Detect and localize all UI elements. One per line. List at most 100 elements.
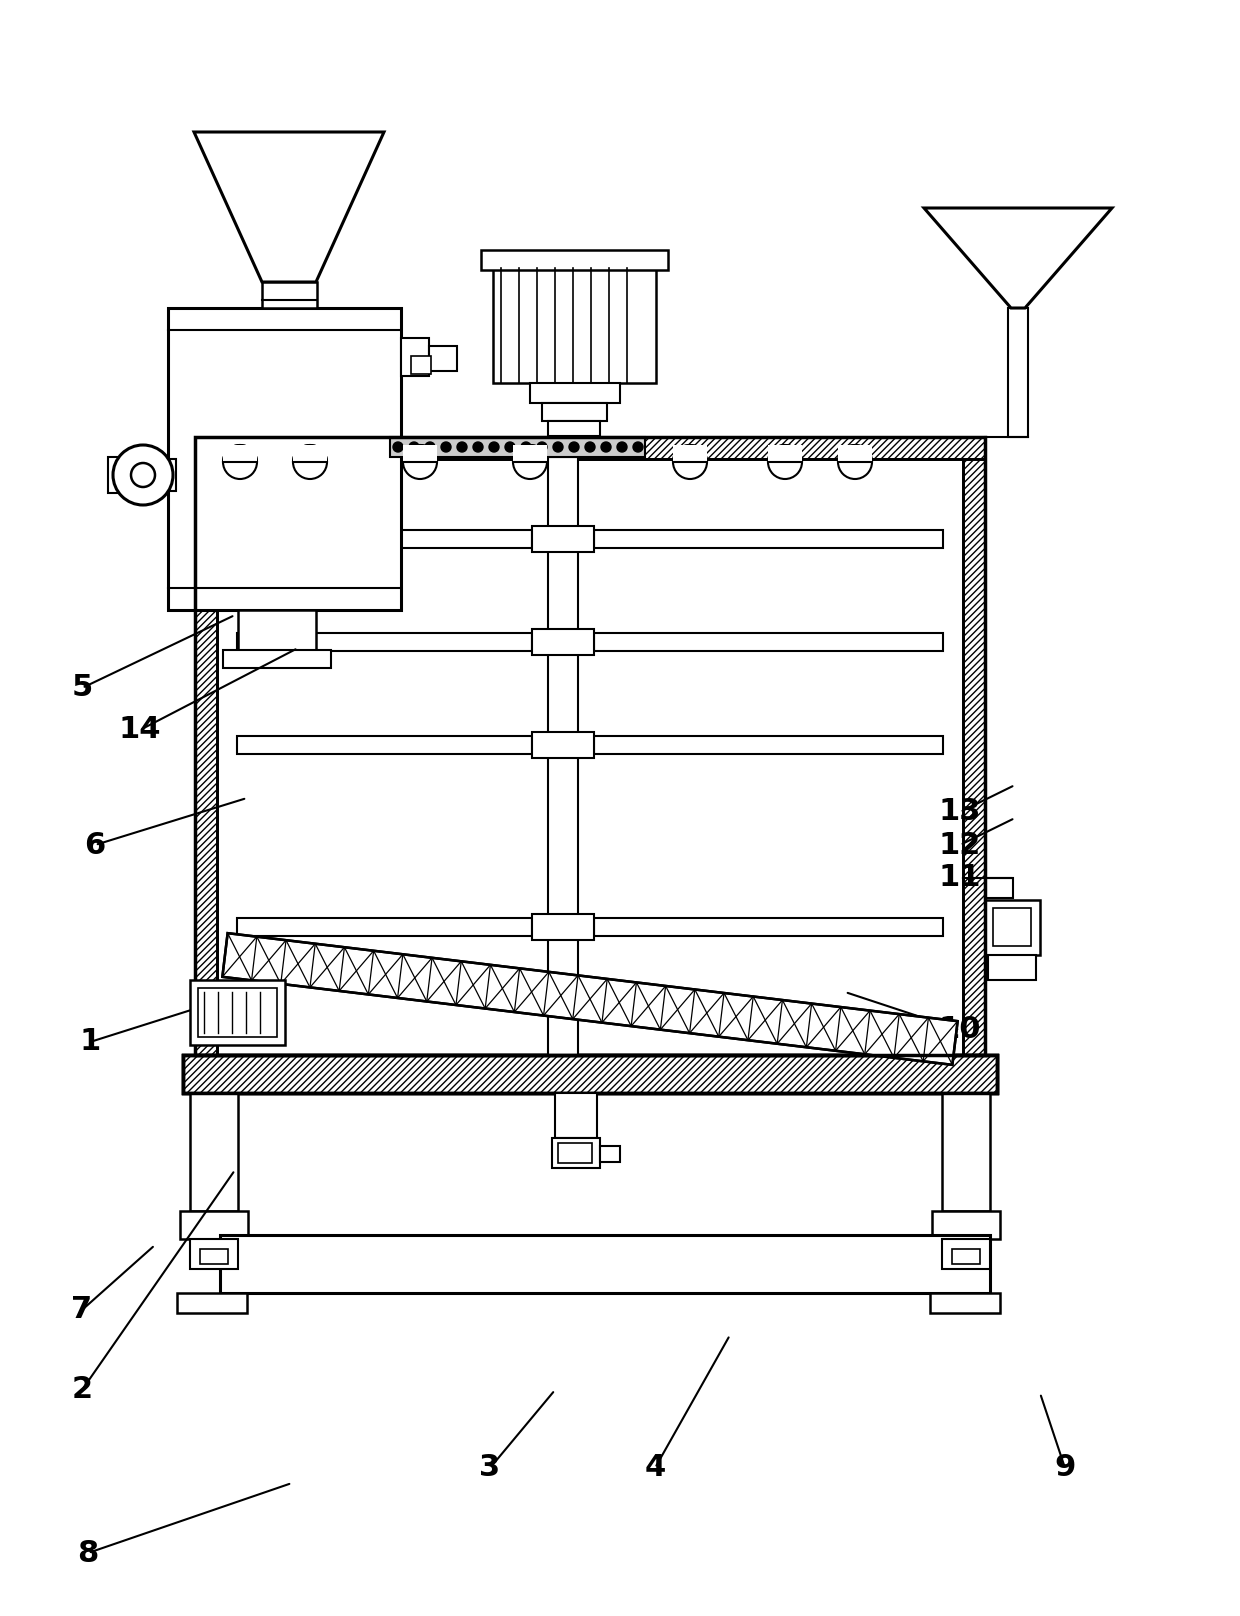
Circle shape [458, 443, 467, 452]
Bar [963, 436, 985, 1055]
Bar [184, 1055, 997, 1092]
Bar [429, 346, 458, 372]
Bar [532, 525, 594, 553]
Bar [195, 436, 985, 1055]
Bar [594, 918, 942, 936]
Circle shape [409, 443, 419, 452]
Bar [532, 732, 594, 758]
Bar [237, 735, 532, 755]
Bar [195, 436, 217, 1055]
Bar [988, 955, 1035, 979]
Bar [262, 283, 317, 309]
Circle shape [441, 443, 451, 452]
Bar [985, 877, 1013, 898]
Polygon shape [193, 133, 384, 283]
Circle shape [673, 444, 707, 478]
Bar [237, 633, 532, 651]
Bar [930, 1293, 999, 1312]
Circle shape [585, 443, 595, 452]
Circle shape [601, 443, 611, 452]
Bar [552, 1138, 600, 1168]
Bar [198, 987, 277, 1037]
Bar [529, 383, 620, 402]
Circle shape [553, 443, 563, 452]
Text: 11: 11 [939, 863, 981, 892]
Bar [177, 1293, 247, 1312]
Circle shape [472, 443, 484, 452]
Bar [219, 1235, 990, 1293]
Circle shape [113, 444, 174, 504]
Text: 12: 12 [939, 831, 981, 860]
Bar [195, 436, 217, 1055]
Bar [184, 1055, 997, 1092]
Circle shape [131, 464, 155, 486]
Text: 9: 9 [1054, 1453, 1075, 1482]
Text: 8: 8 [77, 1538, 99, 1568]
Bar [237, 530, 532, 548]
Circle shape [569, 443, 579, 452]
Bar [942, 1239, 990, 1269]
Bar [200, 1249, 228, 1264]
Bar [190, 979, 285, 1046]
Circle shape [425, 443, 435, 452]
Circle shape [393, 443, 403, 452]
Text: 7: 7 [72, 1296, 93, 1325]
Bar [513, 444, 547, 462]
Bar [594, 530, 942, 548]
Bar [532, 629, 594, 654]
Circle shape [293, 444, 327, 478]
Circle shape [768, 444, 802, 478]
Bar [532, 915, 594, 941]
Circle shape [618, 443, 627, 452]
Bar [401, 338, 429, 377]
Text: 4: 4 [645, 1453, 666, 1482]
Circle shape [838, 444, 872, 478]
Bar [932, 1210, 999, 1239]
Bar [223, 650, 331, 667]
Circle shape [513, 444, 547, 478]
Bar [403, 444, 436, 462]
Bar [768, 444, 802, 462]
Bar [494, 268, 656, 383]
Text: 3: 3 [480, 1453, 501, 1482]
Text: 2: 2 [72, 1375, 93, 1404]
Bar [673, 444, 707, 462]
Bar [481, 250, 668, 270]
Bar [223, 444, 257, 462]
Bar [410, 356, 432, 373]
Bar [558, 1143, 591, 1164]
Bar [963, 436, 985, 1055]
Bar [108, 457, 136, 493]
Bar [293, 444, 327, 462]
Bar [594, 633, 942, 651]
Bar [985, 900, 1040, 955]
Bar [838, 444, 872, 462]
Polygon shape [924, 208, 1112, 309]
Bar [195, 436, 985, 459]
Circle shape [537, 443, 547, 452]
Bar [993, 908, 1030, 945]
Bar [548, 422, 600, 436]
Text: 10: 10 [939, 1015, 981, 1044]
Bar [195, 436, 985, 459]
Bar [942, 1092, 990, 1210]
Bar [600, 1146, 620, 1162]
Circle shape [223, 444, 257, 478]
Bar [952, 1249, 980, 1264]
Bar [391, 436, 645, 457]
Bar [157, 459, 176, 491]
Circle shape [505, 443, 515, 452]
Bar [594, 735, 942, 755]
Circle shape [521, 443, 531, 452]
Text: 6: 6 [84, 831, 105, 860]
Bar [238, 609, 316, 650]
Bar [1008, 309, 1028, 436]
Bar [184, 1055, 997, 1092]
Bar [556, 1092, 596, 1138]
Bar [548, 457, 578, 1055]
Bar [180, 1210, 248, 1239]
Bar [190, 1092, 238, 1210]
Circle shape [632, 443, 644, 452]
Text: 5: 5 [72, 674, 93, 703]
Text: 13: 13 [939, 798, 981, 826]
